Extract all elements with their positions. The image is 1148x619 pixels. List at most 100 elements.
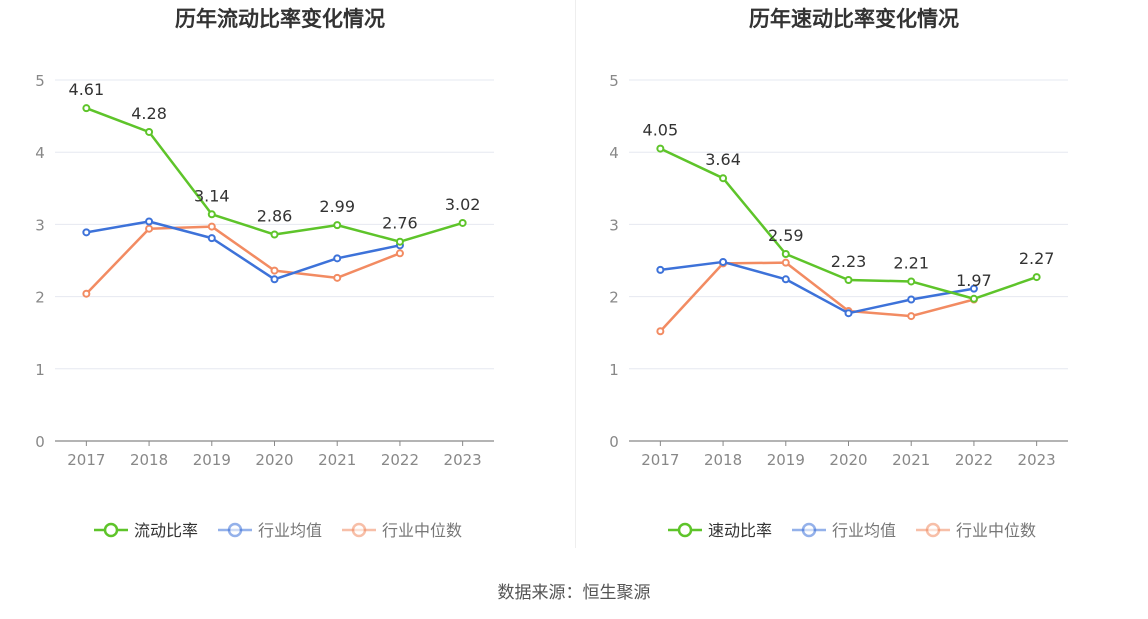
y-tick-label: 4 [609, 144, 619, 162]
data-label: 2.86 [257, 207, 293, 226]
y-tick-label: 3 [609, 216, 619, 234]
data-point [82, 289, 91, 298]
data-point [145, 224, 154, 233]
data-source: 数据来源：恒生聚源 [497, 583, 651, 603]
data-point [907, 295, 916, 304]
data-point [145, 127, 154, 136]
data-point [207, 222, 216, 231]
x-tick-label: 2023 [444, 451, 482, 469]
legend-item: 行业均值 [792, 521, 896, 540]
data-point [333, 221, 342, 230]
current-ratio-panel: 历年流动比率变化情况 0 1 2 3 4 5 2017 2018 2019 2020 2021 2022… [0, 0, 574, 560]
data-label: 2.21 [893, 253, 929, 272]
legend-item: 速动比率 [668, 521, 772, 540]
y-tick-label: 5 [609, 72, 619, 90]
data-point [844, 275, 853, 284]
data-label: 2.59 [768, 226, 804, 245]
data-point [458, 218, 467, 227]
series-line [659, 261, 975, 333]
x-tick-label: 2018 [130, 451, 168, 469]
chart-title: 历年流动比率变化情况 [175, 7, 385, 31]
data-label: 1.97 [956, 271, 992, 290]
data-label: 4.05 [643, 121, 679, 140]
legend-marker [227, 522, 243, 538]
chart-title: 历年速动比率变化情况 [749, 7, 959, 31]
y-tick-label: 2 [609, 289, 619, 307]
legend-marker [925, 522, 941, 538]
quick-ratio-chart: 历年速动比率变化情况 0 1 2 3 4 5 2017 2018 2019 2020 2021 2022… [609, 7, 1068, 540]
data-point [270, 275, 279, 284]
panel-divider [575, 0, 576, 548]
series-line [86, 220, 401, 281]
legend-marker [801, 522, 817, 538]
series-line [660, 260, 975, 315]
data-label: 2.27 [1019, 249, 1055, 268]
data-point [781, 250, 790, 259]
data-label: 4.28 [131, 104, 167, 123]
data-point [781, 275, 790, 284]
data-point [270, 230, 279, 239]
data-point [395, 249, 404, 258]
data-label: 2.76 [382, 214, 418, 233]
x-tick-label: 2017 [67, 451, 105, 469]
x-tick-label: 2023 [1018, 451, 1056, 469]
data-point [1032, 273, 1041, 282]
y-tick-label: 2 [35, 289, 45, 307]
y-tick-label: 0 [609, 433, 619, 451]
data-point [395, 237, 404, 246]
y-tick-label: 1 [35, 361, 45, 379]
data-label: 2.23 [831, 252, 867, 271]
legend-item: 行业中位数 [342, 521, 462, 540]
y-tick-label: 5 [35, 72, 45, 90]
data-point [969, 284, 978, 293]
legend-marker [103, 522, 119, 538]
data-point [656, 144, 665, 153]
legend-label: 流动比率 [134, 521, 198, 540]
data-point [270, 266, 279, 275]
legend-item: 行业均值 [218, 521, 322, 540]
data-point [844, 309, 853, 318]
data-point [656, 265, 665, 274]
quick-ratio-panel: 历年速动比率变化情况 0 1 2 3 4 5 2017 2018 2019 2020 2021 2022… [574, 0, 1148, 560]
x-tick-label: 2022 [381, 451, 419, 469]
data-point [907, 277, 916, 286]
data-point [145, 217, 154, 226]
legend-item: 流动比率 [94, 521, 198, 540]
data-label: 3.64 [705, 150, 741, 169]
x-tick-label: 2021 [892, 451, 930, 469]
x-tick-label: 2020 [829, 451, 867, 469]
current-ratio-chart: 历年流动比率变化情况 0 1 2 3 4 5 2017 2018 2019 2020 2021 2022… [35, 7, 494, 540]
data-point [719, 174, 728, 183]
legend-marker [677, 522, 693, 538]
data-point [969, 294, 978, 303]
legend-label: 行业均值 [832, 521, 896, 540]
data-point [207, 210, 216, 219]
data-point [82, 104, 91, 113]
data-label: 3.02 [445, 195, 481, 214]
x-tick-label: 2021 [318, 451, 356, 469]
data-label: 4.61 [69, 80, 105, 99]
x-tick-label: 2019 [767, 451, 805, 469]
data-point [333, 254, 342, 263]
data-label: 3.14 [194, 186, 230, 205]
series-line [85, 225, 401, 295]
y-tick-label: 1 [609, 361, 619, 379]
legend-item: 行业中位数 [916, 521, 1036, 540]
legend-marker [351, 522, 367, 538]
x-tick-label: 2018 [704, 451, 742, 469]
data-point [719, 257, 728, 266]
x-tick-label: 2020 [255, 451, 293, 469]
x-tick-label: 2017 [641, 451, 679, 469]
legend-label: 行业中位数 [956, 521, 1036, 540]
data-point [333, 273, 342, 282]
legend-label: 速动比率 [708, 521, 772, 540]
y-tick-label: 0 [35, 433, 45, 451]
data-point [656, 327, 665, 336]
legend-label: 行业均值 [258, 521, 322, 540]
y-tick-label: 3 [35, 216, 45, 234]
x-tick-label: 2022 [955, 451, 993, 469]
data-label: 2.99 [319, 197, 355, 216]
data-point [907, 312, 916, 321]
data-point [82, 228, 91, 237]
x-tick-label: 2019 [193, 451, 231, 469]
